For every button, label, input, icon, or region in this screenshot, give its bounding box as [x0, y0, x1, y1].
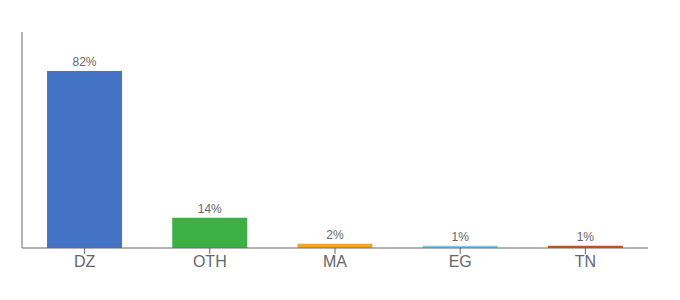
svg-text:EG: EG: [449, 253, 472, 270]
svg-text:MA: MA: [323, 253, 347, 270]
svg-text:2%: 2%: [326, 228, 344, 242]
svg-text:OTH: OTH: [193, 253, 227, 270]
svg-text:DZ: DZ: [74, 253, 96, 270]
svg-text:TN: TN: [575, 253, 596, 270]
svg-text:14%: 14%: [198, 202, 222, 216]
svg-text:82%: 82%: [73, 55, 97, 69]
svg-text:1%: 1%: [451, 230, 469, 244]
svg-text:1%: 1%: [577, 230, 595, 244]
